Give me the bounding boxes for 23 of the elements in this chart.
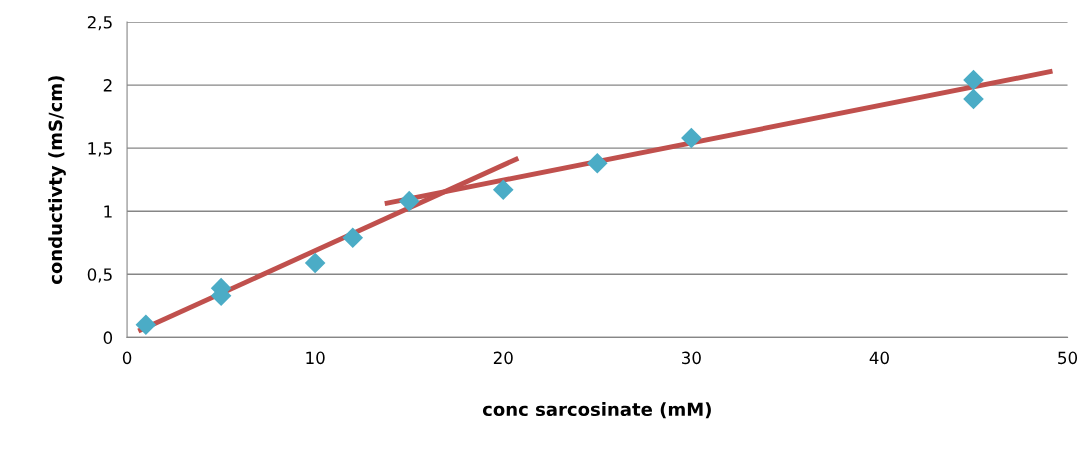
point xyxy=(342,227,364,249)
x-tick-label: 0 xyxy=(122,351,132,365)
x-tick-label: 10 xyxy=(306,351,325,365)
y-tick-label: 0,5 xyxy=(87,268,112,283)
y-tick-label: 1,5 xyxy=(88,142,112,157)
point xyxy=(963,88,984,110)
y-tick-label: 2 xyxy=(103,79,112,92)
y-axis-title: conductivty (mS/cm) xyxy=(48,76,66,284)
y-tick-label: 2,5 xyxy=(87,15,112,31)
x-tick-label: 30 xyxy=(682,351,701,365)
y-tick-label: 1 xyxy=(104,205,112,218)
point xyxy=(681,127,702,149)
x-axis-title: conc sarcosinate (mM) xyxy=(482,402,711,419)
point xyxy=(398,190,420,212)
x-tick-label: 20 xyxy=(493,351,513,365)
point xyxy=(492,179,514,201)
point xyxy=(587,153,608,174)
point xyxy=(135,314,157,336)
y-tick-label: 0 xyxy=(103,331,113,344)
point xyxy=(963,69,984,91)
x-tick-label: 40 xyxy=(869,351,889,365)
point xyxy=(304,252,326,274)
x-tick-label: 50 xyxy=(1058,351,1078,365)
